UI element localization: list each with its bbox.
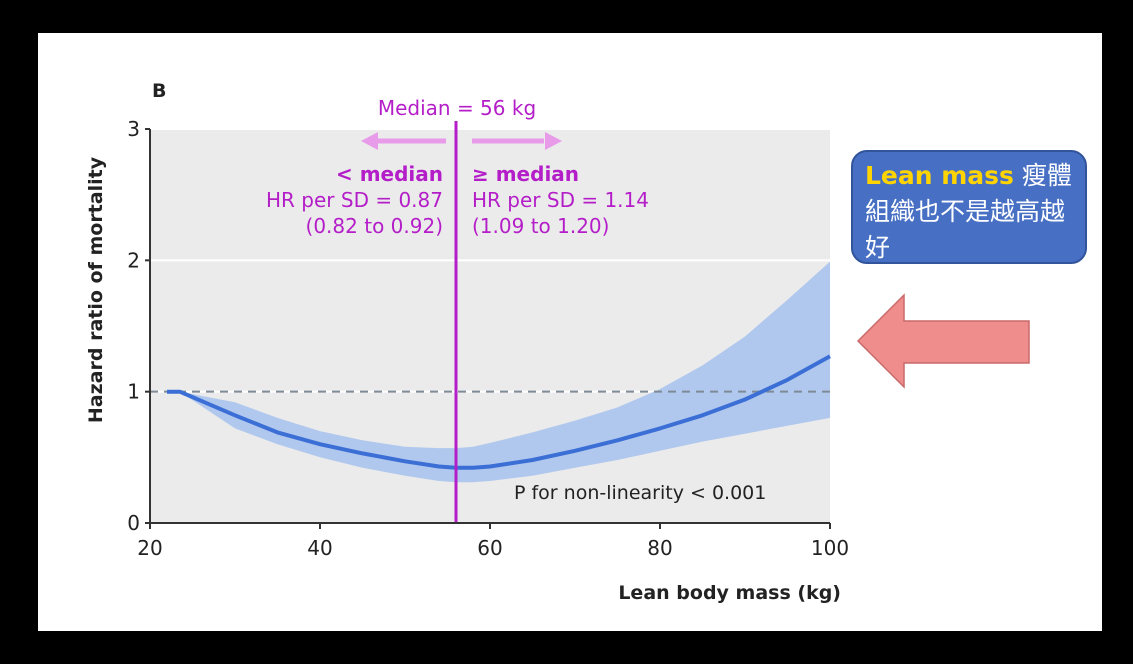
above-median-hr: HR per SD = 1.14 <box>472 188 649 212</box>
above-median-label: ≥ median <box>472 162 579 186</box>
x-tick-label: 40 <box>307 536 332 560</box>
below-median-ci: (0.82 to 0.92) <box>306 214 443 238</box>
below-median-label: < median <box>336 162 443 186</box>
x-tick-label: 80 <box>647 536 672 560</box>
y-tick-label: 0 <box>127 511 140 535</box>
callout-highlight: Lean mass <box>865 161 1014 190</box>
y-axis-label: Hazard ratio of mortality <box>85 156 107 423</box>
hazard-ratio-line <box>167 354 831 470</box>
x-tick-label: 20 <box>137 536 162 560</box>
y-tick-label: 2 <box>127 248 140 272</box>
callout-text: 瘦體組織也不是越高越好 <box>865 161 1072 262</box>
median-title: Median = 56 kg <box>378 96 536 120</box>
panel-label: B <box>152 80 166 102</box>
below-median-hr: HR per SD = 0.87 <box>266 188 443 212</box>
above-median-ci: (1.09 to 1.20) <box>472 214 609 238</box>
chart: 0 1 2 3 20 40 60 80 100 B Hazard ratio of mortal… <box>85 80 1030 604</box>
median-left-arrow-icon <box>361 132 446 150</box>
x-axis-label: Lean body mass (kg) <box>618 582 841 604</box>
x-tick-label: 60 <box>477 536 502 560</box>
callout-box: Lean mass 瘦體組織也不是越高越好 <box>851 150 1087 264</box>
y-tick-label: 3 <box>127 117 140 141</box>
y-tick-label: 1 <box>127 380 140 404</box>
median-right-arrow-icon <box>472 132 562 150</box>
left-arrow-icon <box>856 293 1030 389</box>
slide: 0 1 2 3 20 40 60 80 100 B Hazard ratio of mortal… <box>38 33 1102 631</box>
nonlinearity-annotation: P for non-linearity < 0.001 <box>514 482 766 504</box>
x-tick-label: 100 <box>811 536 849 560</box>
